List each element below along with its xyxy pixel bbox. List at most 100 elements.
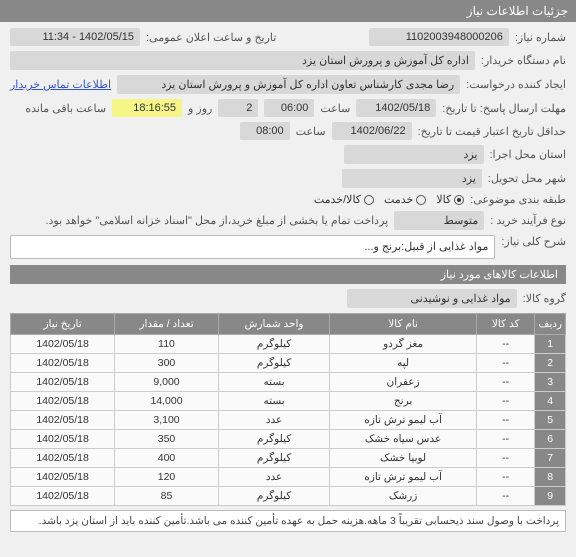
table-cell: --	[476, 449, 535, 468]
days-word: روز و	[188, 102, 212, 115]
deadline-date: 1402/05/18	[356, 99, 436, 117]
table-row: 9--زرشککیلوگرم851402/05/18	[11, 487, 566, 506]
exec-state: یزد	[344, 145, 484, 164]
page-header: جزئیات اطلاعات نیاز	[0, 0, 576, 22]
table-cell: 350	[115, 430, 219, 449]
group-label: گروه کالا:	[523, 292, 566, 305]
table-cell: کیلوگرم	[218, 354, 329, 373]
time-word-2: ساعت	[296, 125, 326, 138]
table-row: 8--آب لیمو ترش تازهعدد1201402/05/18	[11, 468, 566, 487]
table-cell: 1402/05/18	[11, 392, 115, 411]
table-header: تعداد / مقدار	[115, 314, 219, 335]
table-cell: 85	[115, 487, 219, 506]
table-cell: 1402/05/18	[11, 468, 115, 487]
table-cell: بسته	[218, 373, 329, 392]
radio-kala-khedmat-label: کالا/خدمت	[314, 193, 361, 206]
valid-date: 1402/06/22	[332, 122, 412, 140]
table-cell: 1402/05/18	[11, 335, 115, 354]
table-cell: --	[476, 430, 535, 449]
need-number-field: 1102003948000206	[369, 28, 509, 46]
table-cell: عدد	[218, 468, 329, 487]
radio-kala[interactable]: کالا	[436, 193, 464, 206]
table-cell: 1	[535, 335, 566, 354]
table-cell: --	[476, 392, 535, 411]
table-cell: 1402/05/18	[11, 487, 115, 506]
valid-label: حداقل تاریخ اعتبار قیمت تا تاریخ:	[418, 125, 566, 138]
table-cell: 1402/05/18	[11, 449, 115, 468]
table-cell: 110	[115, 335, 219, 354]
table-cell: عدس سیاه خشک	[330, 430, 477, 449]
table-cell: --	[476, 411, 535, 430]
table-cell: کیلوگرم	[218, 449, 329, 468]
radio-khedmat[interactable]: خدمت	[384, 193, 426, 206]
table-cell: --	[476, 487, 535, 506]
table-cell: بسته	[218, 392, 329, 411]
radio-kala-khedmat[interactable]: کالا/خدمت	[314, 193, 374, 206]
table-cell: 9,000	[115, 373, 219, 392]
need-number-label: شماره نیاز:	[515, 31, 566, 44]
remaining-label: ساعت باقی مانده	[25, 102, 106, 115]
desc-textarea[interactable]: مواد غذایی از قبیل:برنج و...	[10, 235, 495, 259]
table-cell: 7	[535, 449, 566, 468]
table-header: ردیف	[535, 314, 566, 335]
table-cell: --	[476, 354, 535, 373]
exec-state-label: استان محل اجرا:	[490, 148, 567, 161]
table-cell: --	[476, 373, 535, 392]
table-row: 6--عدس سیاه خشککیلوگرم3501402/05/18	[11, 430, 566, 449]
table-cell: 3,100	[115, 411, 219, 430]
contact-link[interactable]: اطلاعات تماس خریدار	[10, 78, 111, 91]
table-cell: 3	[535, 373, 566, 392]
time-word-1: ساعت	[320, 102, 350, 115]
remaining-time: 18:16:55	[112, 99, 182, 117]
desc-label: شرح کلی نیاز:	[501, 235, 566, 248]
days-count: 2	[218, 99, 258, 117]
table-cell: زعفران	[330, 373, 477, 392]
page-title: جزئیات اطلاعات نیاز	[467, 4, 568, 18]
table-cell: 8	[535, 468, 566, 487]
requester-value: رضا مجدی کارشناس تعاون اداره کل آموزش و …	[117, 75, 460, 94]
section-title: اطلاعات کالاهای مورد نیاز	[10, 265, 566, 284]
table-cell: لوبیا خشک	[330, 449, 477, 468]
deadline-label: مهلت ارسال پاسخ: تا تاریخ:	[442, 102, 566, 115]
table-cell: 400	[115, 449, 219, 468]
group-value: مواد غذایی و نوشیدنی	[347, 289, 517, 308]
table-cell: 5	[535, 411, 566, 430]
payment-note: پرداخت تمام یا بخشی از مبلغ خرید،از محل …	[10, 214, 388, 227]
table-cell: برنج	[330, 392, 477, 411]
table-row: 2--لپهکیلوگرم3001402/05/18	[11, 354, 566, 373]
buyer-value: اداره کل آموزش و پرورش استان یزد	[10, 51, 475, 70]
items-table: ردیفکد کالانام کالاواحد شمارشتعداد / مقد…	[10, 313, 566, 506]
table-cell: 1402/05/18	[11, 411, 115, 430]
deliv-city-label: شهر محل تحویل:	[488, 172, 566, 185]
class-radio-group: کالا خدمت کالا/خدمت	[314, 193, 464, 206]
main-content: شماره نیاز: 1102003948000206 تاریخ و ساع…	[0, 22, 576, 538]
table-row: 4--برنجبسته14,0001402/05/18	[11, 392, 566, 411]
requester-label: ایجاد کننده درخواست:	[466, 78, 566, 91]
table-row: 1--مغز گردوکیلوگرم1101402/05/18	[11, 335, 566, 354]
class-label: طبقه بندی موضوعی:	[470, 193, 566, 206]
table-cell: کیلوگرم	[218, 335, 329, 354]
announce-value: 1402/05/15 - 11:34	[10, 28, 140, 46]
table-cell: لپه	[330, 354, 477, 373]
table-cell: 9	[535, 487, 566, 506]
table-header: واحد شمارش	[218, 314, 329, 335]
radio-dot-icon	[454, 195, 464, 205]
table-cell: 300	[115, 354, 219, 373]
table-cell: کیلوگرم	[218, 430, 329, 449]
table-cell: مغز گردو	[330, 335, 477, 354]
table-cell: زرشک	[330, 487, 477, 506]
radio-kala-label: کالا	[436, 193, 451, 206]
table-cell: آب لیمو ترش تازه	[330, 411, 477, 430]
table-cell: کیلوگرم	[218, 487, 329, 506]
radio-dot-icon	[364, 195, 374, 205]
table-cell: 14,000	[115, 392, 219, 411]
table-cell: 2	[535, 354, 566, 373]
table-header: کد کالا	[476, 314, 535, 335]
table-cell: --	[476, 335, 535, 354]
table-cell: 4	[535, 392, 566, 411]
table-row: 5--آب لیمو ترش تازهعدد3,1001402/05/18	[11, 411, 566, 430]
table-cell: 1402/05/18	[11, 430, 115, 449]
table-cell: 1402/05/18	[11, 373, 115, 392]
table-cell: 1402/05/18	[11, 354, 115, 373]
table-cell: آب لیمو ترش تازه	[330, 468, 477, 487]
